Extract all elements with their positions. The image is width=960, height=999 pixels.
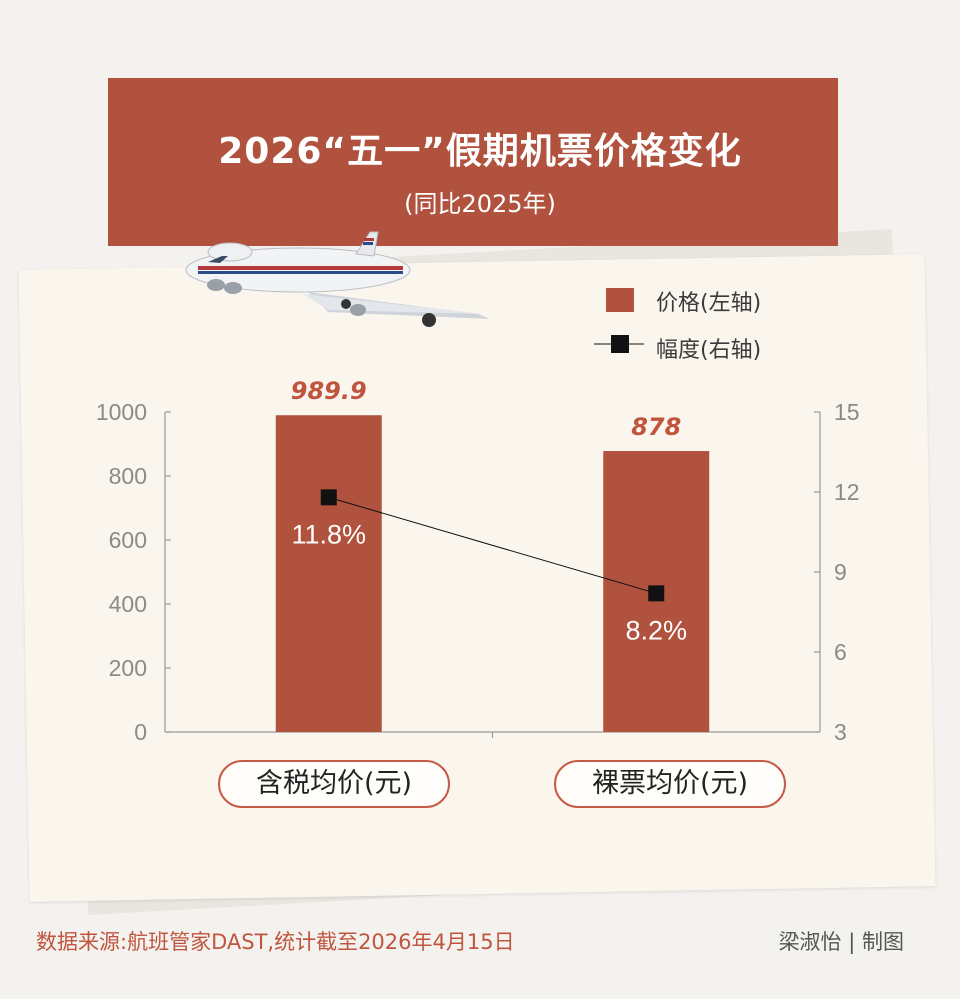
line-series bbox=[328, 496, 657, 594]
y-right-tick-label-0: 3 bbox=[834, 719, 847, 745]
y-left-tick-label-0: 0 bbox=[134, 719, 147, 745]
chart-title: 2026“五一”假期机票价格变化 bbox=[218, 131, 742, 172]
legend bbox=[594, 288, 644, 353]
legend-line-label: 幅度(右轴) bbox=[656, 338, 762, 363]
legend-marker-swatch bbox=[611, 335, 629, 353]
airplane-illustration bbox=[185, 231, 490, 327]
footer-credit: 梁淑怡 | 制图 bbox=[778, 930, 904, 954]
y-left-tick-label-3: 600 bbox=[109, 527, 147, 553]
y-left-tick-label-4: 800 bbox=[109, 463, 147, 489]
bar-0 bbox=[275, 415, 382, 732]
y-right-tick-label-1: 6 bbox=[834, 639, 847, 665]
line-point-0 bbox=[320, 489, 337, 506]
bar-data-label-0: 989.9 bbox=[291, 377, 367, 405]
legend-bar-swatch bbox=[606, 288, 634, 312]
bar-data-label-1: 878 bbox=[631, 413, 681, 441]
line-point-1 bbox=[648, 585, 665, 602]
y-left-tick-label-5: 1000 bbox=[96, 399, 147, 425]
y-left-tick-label-1: 200 bbox=[109, 655, 147, 681]
chart-subtitle: (同比2025年) bbox=[404, 190, 556, 218]
category-label-0: 含税均价(元) bbox=[218, 760, 450, 808]
y-right-tick-label-4: 15 bbox=[834, 399, 860, 425]
y-left-tick-label-2: 400 bbox=[109, 591, 147, 617]
line-data-label-0: 11.8% bbox=[291, 519, 366, 549]
y-right-tick-label-3: 12 bbox=[834, 479, 860, 505]
legend-bar-label: 价格(左轴) bbox=[656, 291, 762, 316]
y-right-tick-label-2: 9 bbox=[834, 559, 847, 585]
line-data-label-1: 8.2% bbox=[625, 615, 687, 645]
category-label-1: 裸票均价(元) bbox=[554, 760, 786, 808]
title-banner bbox=[108, 78, 838, 246]
footer-source: 数据来源:航班管家DAST,统计截至2026年4月15日 bbox=[36, 930, 515, 954]
